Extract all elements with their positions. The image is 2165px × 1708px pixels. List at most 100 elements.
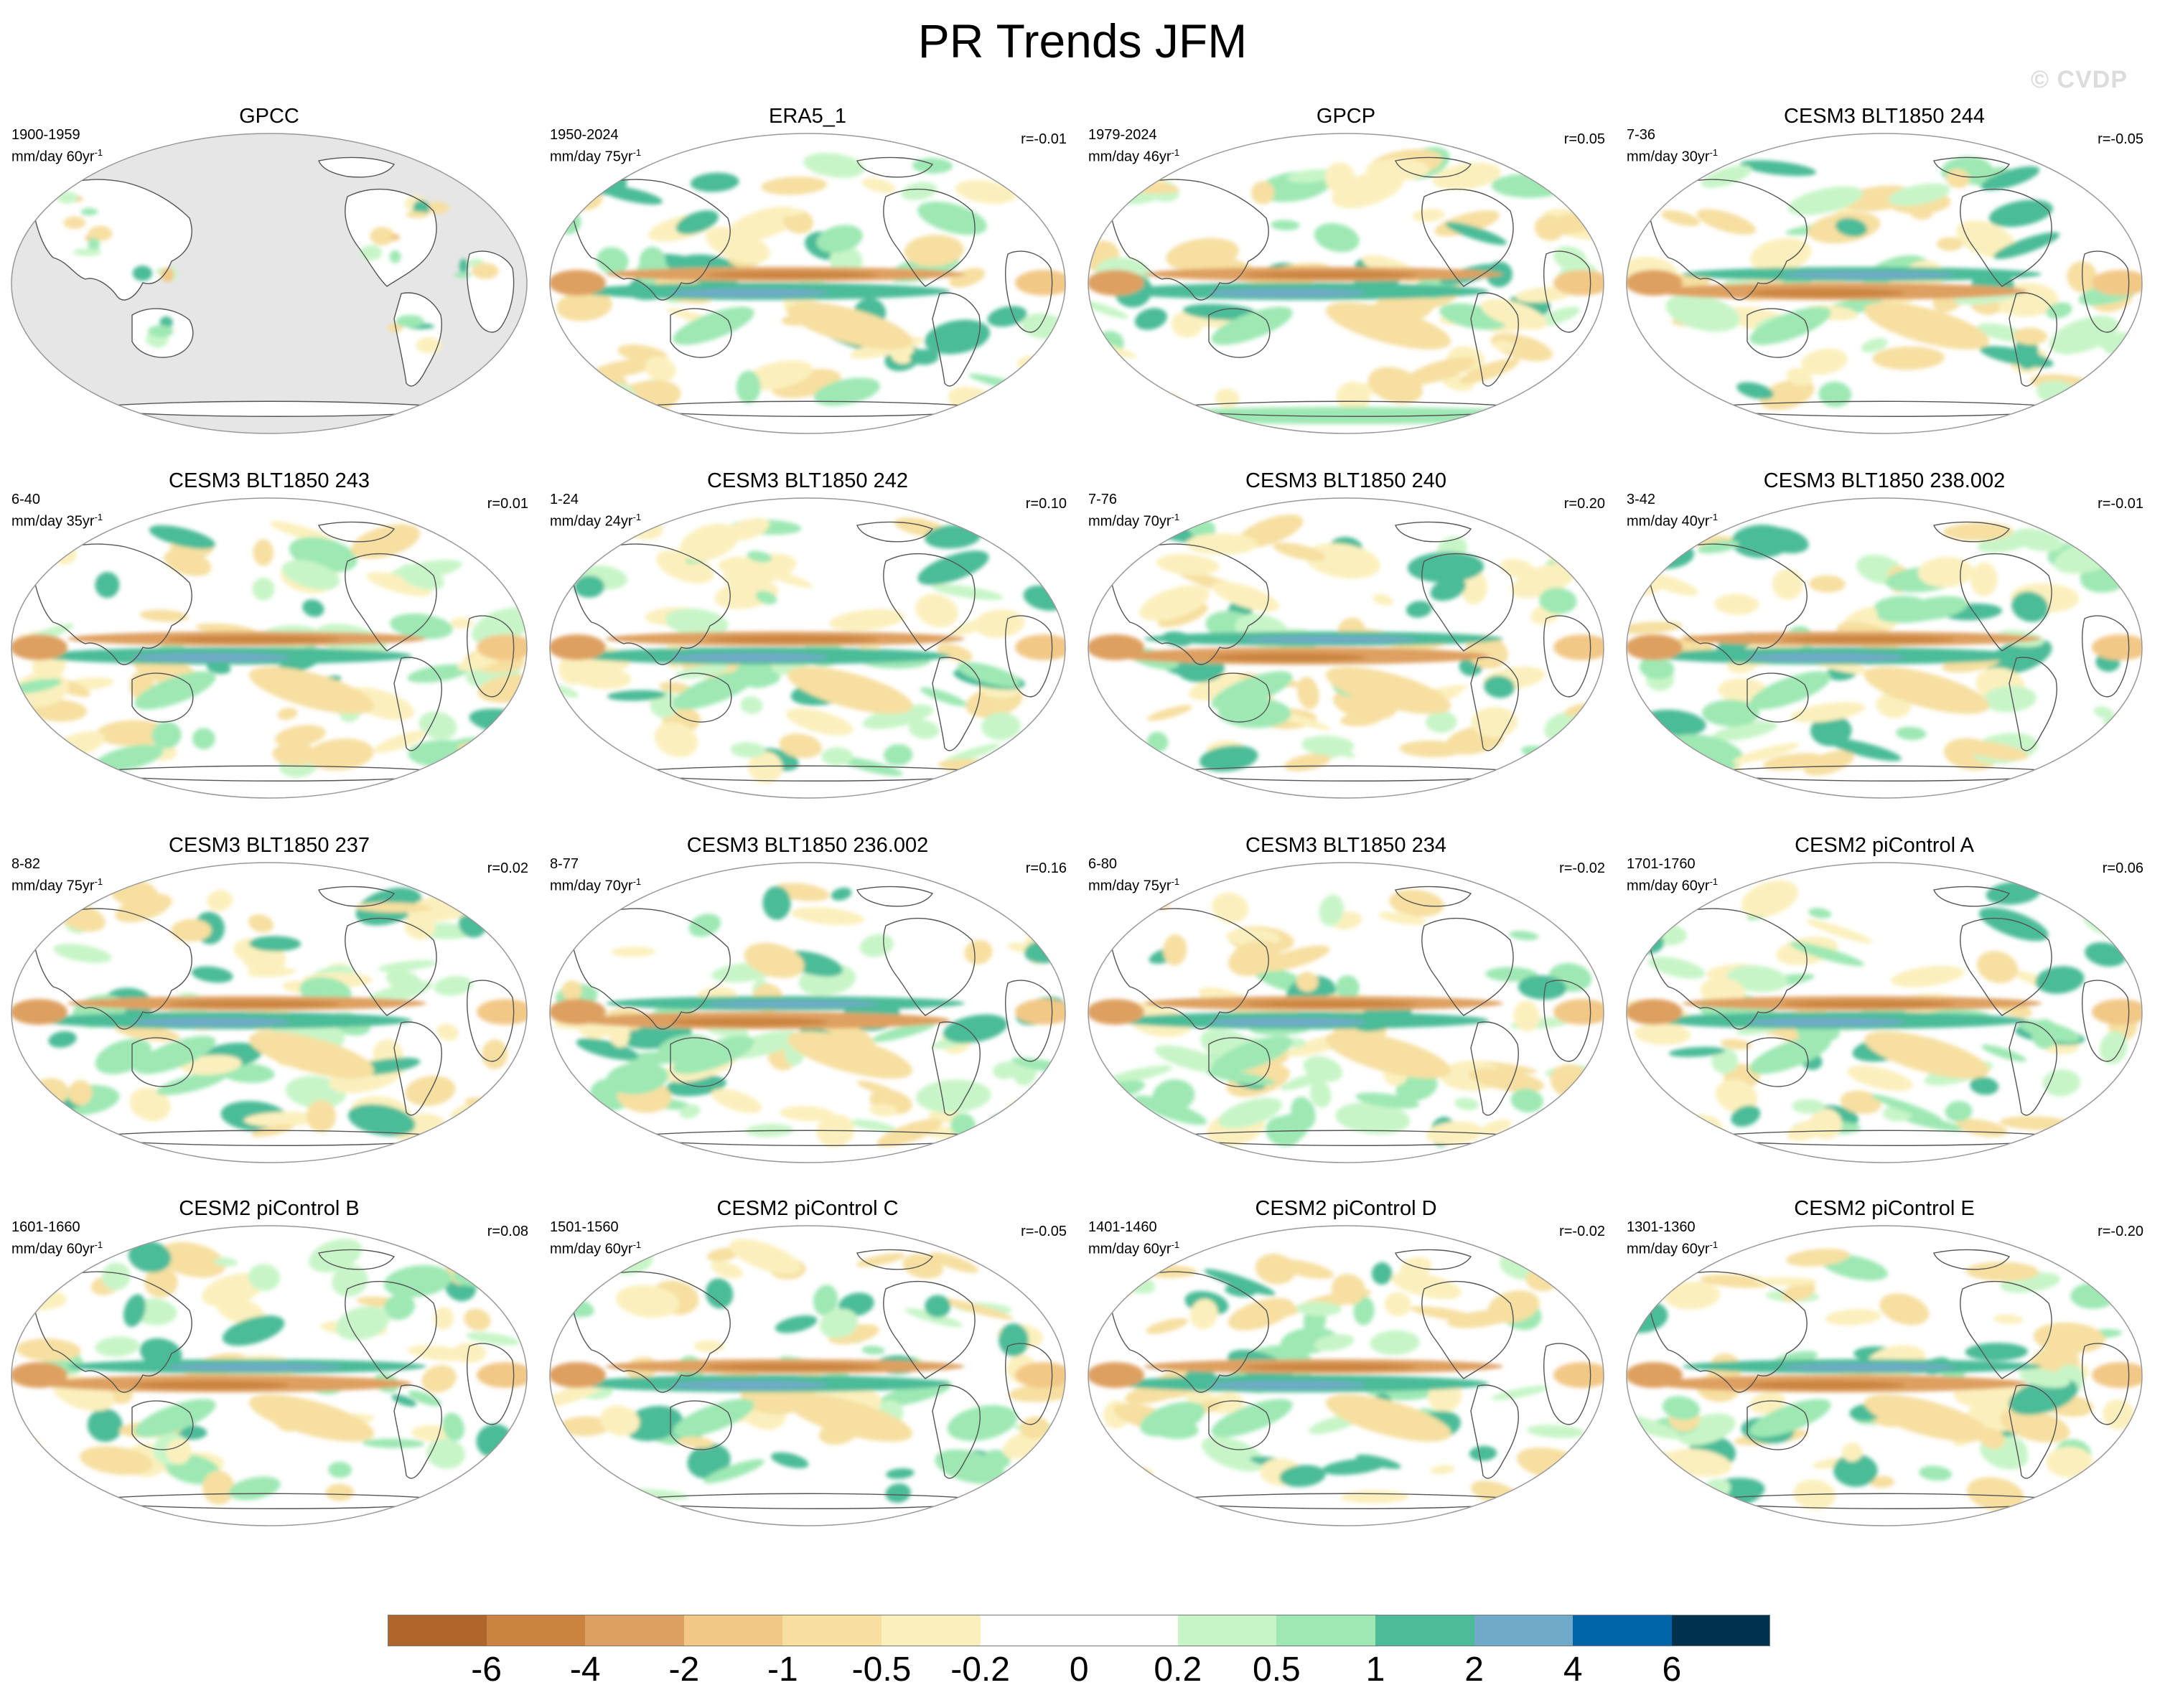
panel-correlation: r=0.16 xyxy=(1025,860,1067,876)
panel-units: mm/day 60yr-1 xyxy=(1627,1239,1719,1257)
trend-map xyxy=(11,497,528,799)
colorbar-swatch xyxy=(1177,1615,1277,1646)
colorbar-tick-label: 0.5 xyxy=(1253,1651,1301,1689)
map-panel: CESM2 piControl C 1501-1560 mm/day 60yr-1 r… xyxy=(538,1197,1077,1527)
panel-title: CESM3 BLT1850 234 xyxy=(1245,834,1446,857)
panel-correlation: r=0.01 xyxy=(487,496,528,512)
colorbar-swatch xyxy=(882,1615,981,1646)
panel-units: mm/day 60yr-1 xyxy=(1627,876,1719,894)
figure-title: PR Trends JFM xyxy=(917,14,1248,67)
panel-title: CESM2 piControl C xyxy=(716,1197,899,1220)
panel-period: 1979-2024 xyxy=(1088,127,1157,143)
colorbar-tick-label: -6 xyxy=(471,1651,502,1689)
colorbar-swatch xyxy=(782,1615,882,1646)
panel-title: CESM3 BLT1850 240 xyxy=(1245,469,1446,492)
panel-units: mm/day 75yr-1 xyxy=(1088,876,1180,894)
trend-map xyxy=(1088,862,1604,1163)
colorbar-tick-label: -0.2 xyxy=(950,1651,1010,1689)
trend-map xyxy=(1626,862,2143,1163)
panel-correlation: r=-0.20 xyxy=(2098,1224,2143,1239)
trend-map xyxy=(549,1225,1066,1526)
panel-units: mm/day 24yr-1 xyxy=(550,512,642,530)
panel-period: 1900-1959 xyxy=(11,127,80,143)
map-panel: CESM3 BLT1850 237 8-82 mm/day 75yr-1 r=0.02 xyxy=(0,834,538,1164)
map-panel: CESM3 BLT1850 242 1-24 mm/day 24yr-1 r=0.10 xyxy=(538,469,1077,799)
panel-period: 1301-1360 xyxy=(1627,1219,1696,1235)
colorbar-swatch xyxy=(486,1615,586,1646)
trend-map xyxy=(1088,1225,1604,1526)
panel-period: 6-40 xyxy=(11,492,41,507)
panel-period: 8-82 xyxy=(11,856,41,872)
panel-correlation: r=0.08 xyxy=(487,1224,528,1239)
panel-title: CESM2 piControl E xyxy=(1794,1197,1975,1220)
trend-map xyxy=(11,1225,528,1526)
colorbar xyxy=(388,1615,1771,1646)
panel-units: mm/day 75yr-1 xyxy=(11,876,103,894)
panel-period: 3-42 xyxy=(1627,492,1656,507)
trend-map xyxy=(1626,497,2143,799)
colorbar-tick-label: -1 xyxy=(767,1651,798,1689)
panel-title: GPCC xyxy=(239,105,299,128)
panel-correlation: r=0.06 xyxy=(2102,860,2143,876)
panel-period: 1950-2024 xyxy=(550,127,619,143)
panel-units: mm/day 35yr-1 xyxy=(11,512,103,530)
panel-title: ERA5_1 xyxy=(768,105,846,128)
trend-map xyxy=(1088,497,1604,799)
panel-title: CESM2 piControl A xyxy=(1795,834,1974,857)
panel-title: CESM3 BLT1850 236.002 xyxy=(686,834,929,857)
panel-period: 6-80 xyxy=(1088,856,1118,872)
panel-correlation: r=0.20 xyxy=(1563,496,1605,512)
colorbar-tick-label: 4 xyxy=(1563,1651,1583,1689)
panel-period: 1-24 xyxy=(550,492,579,507)
colorbar-tick-label: -2 xyxy=(668,1651,700,1689)
map-panel: CESM2 piControl D 1401-1460 mm/day 60yr-1 r… xyxy=(1077,1197,1615,1527)
panel-title: CESM2 piControl D xyxy=(1255,1197,1437,1220)
panel-period: 7-36 xyxy=(1627,127,1656,143)
trend-map xyxy=(549,497,1066,799)
colorbar-swatch xyxy=(1474,1615,1574,1646)
panel-title: CESM3 BLT1850 243 xyxy=(169,469,370,492)
colorbar-tick-label: 0.2 xyxy=(1154,1651,1202,1689)
panel-period: 8-77 xyxy=(550,856,579,872)
colorbar-tick-label: -4 xyxy=(569,1651,601,1689)
panel-units: mm/day 60yr-1 xyxy=(550,1239,642,1257)
panel-units: mm/day 70yr-1 xyxy=(550,876,642,894)
colorbar-tick-label: 2 xyxy=(1464,1651,1484,1689)
colorbar-swatch xyxy=(683,1615,783,1646)
panel-units: mm/day 40yr-1 xyxy=(1627,512,1719,530)
panel-correlation: r=0.10 xyxy=(1025,496,1067,512)
map-panel: CESM3 BLT1850 234 6-80 mm/day 75yr-1 r=-0.0… xyxy=(1077,834,1615,1164)
panel-units: mm/day 46yr-1 xyxy=(1088,147,1180,165)
trend-map xyxy=(11,862,528,1163)
colorbar-tick-label: 1 xyxy=(1365,1651,1385,1689)
trend-map xyxy=(1626,133,2143,434)
panel-period: 1501-1560 xyxy=(550,1219,619,1235)
trend-map xyxy=(1088,133,1604,434)
panel-units: mm/day 60yr-1 xyxy=(11,147,103,165)
panel-correlation: r=-0.05 xyxy=(1021,1224,1067,1239)
map-panel: ERA5_1 1950-2024 mm/day 75yr-1 r=-0.01 xyxy=(538,105,1077,435)
trend-map xyxy=(11,133,528,434)
panel-correlation: r=-0.01 xyxy=(1021,131,1067,147)
colorbar-swatch xyxy=(1375,1615,1474,1646)
panel-title: CESM2 piControl B xyxy=(179,1197,360,1220)
map-panel: CESM3 BLT1850 243 6-40 mm/day 35yr-1 r=0.01 xyxy=(0,469,538,799)
colorbar-swatch xyxy=(1671,1615,1771,1646)
panel-period: 1401-1460 xyxy=(1088,1219,1157,1235)
panel-correlation: r=-0.01 xyxy=(2098,496,2143,512)
trend-map xyxy=(549,862,1066,1163)
trend-map xyxy=(549,133,1066,434)
map-panel: CESM3 BLT1850 240 7-76 mm/day 70yr-1 r=0.20 xyxy=(1077,469,1615,799)
colorbar-swatch xyxy=(1276,1615,1375,1646)
colorbar-swatch xyxy=(1079,1615,1178,1646)
panel-period: 1701-1760 xyxy=(1627,856,1696,872)
panel-units: mm/day 30yr-1 xyxy=(1627,147,1719,165)
panel-period: 7-76 xyxy=(1088,492,1118,507)
panel-title: CESM3 BLT1850 244 xyxy=(1784,105,1985,128)
panel-correlation: r=0.02 xyxy=(487,860,528,876)
map-panel: CESM3 BLT1850 236.002 8-77 mm/day 70yr-1 r=… xyxy=(538,834,1077,1164)
panel-units: mm/day 70yr-1 xyxy=(1088,512,1180,530)
colorbar-swatch xyxy=(980,1615,1080,1646)
map-panel: CESM2 piControl B 1601-1660 mm/day 60yr-1 r… xyxy=(0,1197,538,1527)
